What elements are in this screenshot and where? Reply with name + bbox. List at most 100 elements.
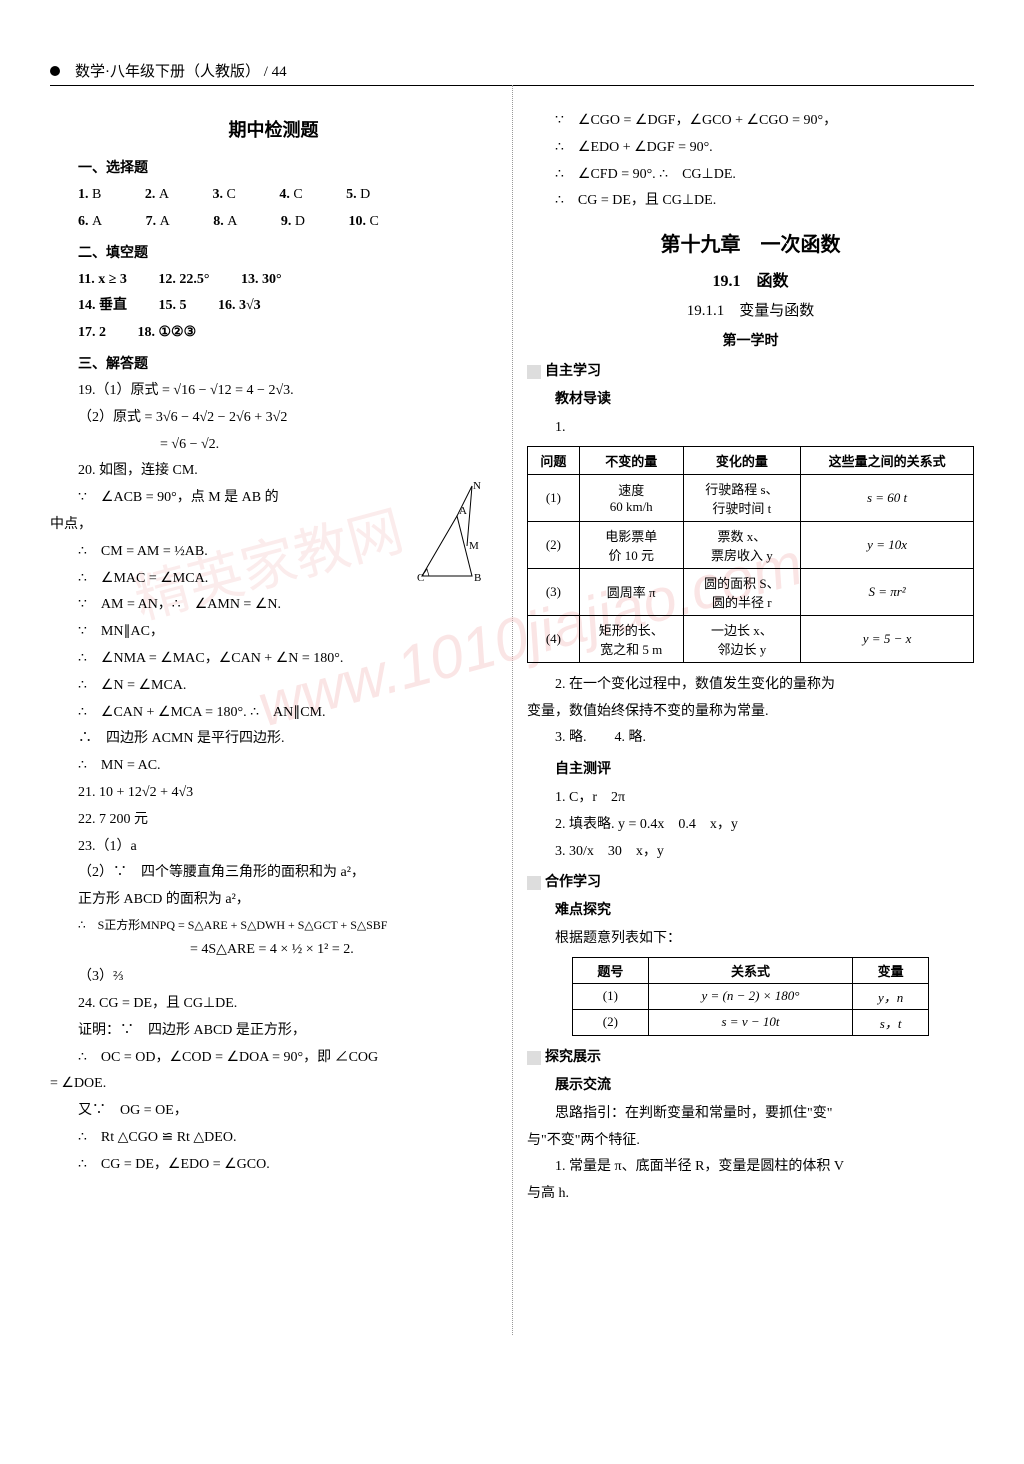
q23-f: （3）⅔ (50, 965, 497, 989)
section-3-header: 三、解答题 (50, 353, 497, 373)
t1-h3: 这些量之间的关系式 (801, 446, 974, 474)
q24-b: 证明：∵ 四边形 ABCD 是正方形， (50, 1019, 497, 1043)
q20-j: ∴ 四边形 ACMN 是平行四边形. (50, 727, 497, 751)
chapter-title: 第十九章 一次函数 (527, 228, 974, 257)
mc-4: 4. C (279, 183, 322, 207)
q24-g: ∴ CG = DE，∠EDO = ∠GCO. (50, 1153, 497, 1177)
fb-15: 15. 5 (159, 298, 187, 313)
q19-3: = √6 − √2. (50, 433, 497, 457)
mc-3: 3. C (212, 183, 255, 207)
table-row: (4) 矩形的长、 宽之和 5 m 一边长 x、 邻边长 y y = 5 − x (528, 615, 974, 662)
fb-13: 13. 30° (241, 272, 282, 287)
t1-h1: 不变的量 (579, 446, 683, 474)
r-l2: ∴ ∠EDO + ∠DGF = 90°. (527, 136, 974, 160)
right-column: ∵ ∠CGO = ∠DGF，∠GCO + ∠CGO = 90°， ∴ ∠EDO … (527, 106, 974, 1209)
p2a: 2. 在一个变化过程中，数值发生变化的量称为 (527, 673, 974, 697)
q20-h: ∴ ∠N = ∠MCA. (50, 674, 497, 698)
subsubchapter: 19.1.1 变量与函数 (527, 299, 974, 320)
q19-2: （2）原式 = 3√6 − 4√2 − 2√6 + 3√2 (50, 406, 497, 430)
self-study-label: 自主学习 (527, 360, 974, 380)
svg-text:B: B (474, 572, 481, 581)
header-subject: 数学·八年级下册（人教版） / 44 (75, 60, 287, 81)
fb-17: 17. 2 (78, 325, 106, 340)
mc-row-1: 1. B 2. A 3. C 4. C 5. D (50, 183, 497, 207)
q24-a: 24. CG = DE，且 CG⊥DE. (50, 992, 497, 1016)
fb-14: 14. 垂直 (78, 298, 127, 313)
q24-d: = ∠DOE. (50, 1072, 497, 1096)
svg-text:A: A (459, 505, 467, 517)
page-header: 数学·八年级下册（人教版） / 44 (50, 60, 974, 86)
table-1: 问题 不变的量 变化的量 这些量之间的关系式 (1) 速度 60 km/h 行驶… (527, 446, 974, 663)
table-row: (3) 圆周率 π 圆的面积 S、 圆的半径 r S = πr² (528, 568, 974, 615)
mc-6: 6. A (78, 210, 122, 234)
table-2: 题号 关系式 变量 (1) y = (n − 2) × 180° y，n (2)… (572, 957, 930, 1036)
explore-label: 探究展示 (527, 1046, 974, 1066)
guide-label: 教材导读 (527, 388, 974, 412)
mc-1: 1. B (78, 183, 121, 207)
triangle-diagram: N A M C B (417, 481, 487, 581)
q19-1: 19.（1）原式 = √16 − √12 = 4 − 2√3. (50, 379, 497, 403)
think-1: 思路指引：在判断变量和常量时，要抓住"变" (527, 1102, 974, 1126)
left-title: 期中检测题 (50, 116, 497, 142)
section-2-header: 二、填空题 (50, 242, 497, 262)
q1-label: 1. (527, 416, 974, 440)
mc-5: 5. D (346, 183, 390, 207)
q21: 21. 10 + 12√2 + 4√3 (50, 781, 497, 805)
bullet-icon (527, 365, 541, 379)
t2: 2. 填表略. y = 0.4x 0.4 x，y (527, 813, 974, 837)
svg-text:C: C (417, 572, 424, 581)
fb-row-1: 11. x ≥ 3 12. 22.5° 13. 30° (50, 268, 497, 292)
q24-c: ∴ OC = OD，∠COD = ∠DOA = 90°，即 ∠COG (50, 1046, 497, 1070)
q24-e: 又∵ OG = OE， (50, 1099, 497, 1123)
q23-b: （2）∵ 四个等腰直角三角形的面积和为 a²， (50, 861, 497, 885)
ans1a: 1. 常量是 π、底面半径 R，变量是圆柱的体积 V (527, 1155, 974, 1179)
hard-intro: 根据题意列表如下： (527, 927, 974, 951)
t1-h0: 问题 (528, 446, 580, 474)
fb-11: 11. x ≥ 3 (78, 272, 127, 287)
coop-label: 合作学习 (527, 871, 974, 891)
q23-a: 23.（1）a (50, 835, 497, 859)
mc-8: 8. A (213, 210, 257, 234)
t1-h2: 变化的量 (683, 446, 801, 474)
r-l3: ∴ ∠CFD = 90°. ∴ CG⊥DE. (527, 163, 974, 187)
ans1b: 与高 h. (527, 1182, 974, 1206)
mc-7: 7. A (146, 210, 190, 234)
t1: 1. C，r 2π (527, 786, 974, 810)
p3: 3. 略. 4. 略. (527, 726, 974, 750)
mc-row-2: 6. A 7. A 8. A 9. D 10. C (50, 210, 497, 234)
q23-c: 正方形 ABCD 的面积为 a²， (50, 888, 497, 912)
q20-a: 20. 如图，连接 CM. (50, 459, 497, 483)
r-l4: ∴ CG = DE，且 CG⊥DE. (527, 189, 974, 213)
t3: 3. 30/x 30 x，y (527, 840, 974, 864)
q20-k: ∴ MN = AC. (50, 754, 497, 778)
mc-2: 2. A (145, 183, 189, 207)
bullet-icon (527, 1051, 541, 1065)
q23-e: = 4S△ARE = 4 × ½ × 1² = 2. (50, 938, 497, 962)
header-bullet-icon (50, 66, 60, 76)
table-row: (2) s = v − 10t s，t (572, 1009, 929, 1035)
table-row: 问题 不变的量 变化的量 这些量之间的关系式 (528, 446, 974, 474)
hard-label: 难点探究 (527, 899, 974, 923)
think-2: 与"不变"两个特征. (527, 1129, 974, 1153)
q24-f: ∴ Rt △CGO ≌ Rt △DEO. (50, 1126, 497, 1150)
mc-9: 9. D (281, 210, 325, 234)
q20-e: ∵ AM = AN，∴ ∠AMN = ∠N. (50, 593, 497, 617)
q22: 22. 7 200 元 (50, 808, 497, 832)
lesson-label: 第一学时 (527, 330, 974, 350)
bullet-icon (527, 876, 541, 890)
table-row: (1) 速度 60 km/h 行驶路程 s、 行驶时间 t s = 60 t (528, 474, 974, 521)
fb-row-2: 14. 垂直 15. 5 16. 3√3 (50, 294, 497, 318)
q20-i: ∴ ∠CAN + ∠MCA = 180°. ∴ AN∥CM. (50, 701, 497, 725)
svg-text:M: M (469, 540, 479, 552)
q20-f: ∵ MN∥AC， (50, 620, 497, 644)
q23-d: ∴ S正方形MNPQ = S△ARE + S△DWH + S△GCT + S△S… (50, 915, 497, 935)
mc-10: 10. C (349, 210, 399, 234)
subchapter: 19.1 函数 (527, 267, 974, 291)
fb-18: 18. ①②③ (138, 325, 197, 340)
table-row: (2) 电影票单 价 10 元 票数 x、 票房收入 y y = 10x (528, 521, 974, 568)
section-1-header: 一、选择题 (50, 157, 497, 177)
self-test-label: 自主测评 (527, 758, 974, 782)
table-row: 题号 关系式 变量 (572, 957, 929, 983)
left-column: 期中检测题 一、选择题 1. B 2. A 3. C 4. C 5. D 6. … (50, 106, 497, 1209)
fb-12: 12. 22.5° (158, 272, 209, 287)
